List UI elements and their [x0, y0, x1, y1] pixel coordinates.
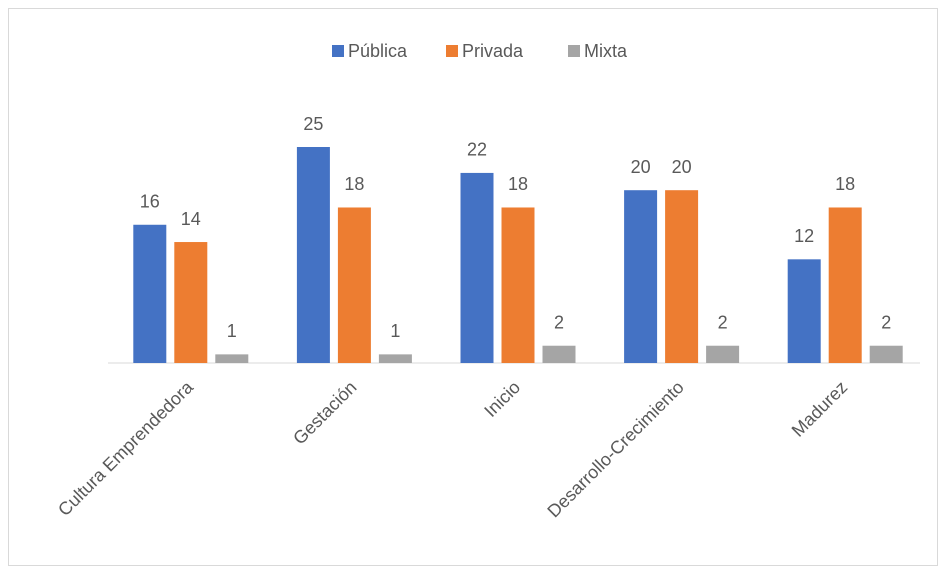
- data-label: 14: [181, 209, 201, 229]
- data-label: 22: [467, 140, 487, 160]
- data-label: 25: [303, 114, 323, 134]
- bar: [501, 207, 535, 363]
- data-label: 1: [227, 321, 237, 341]
- bar: [706, 345, 740, 363]
- legend-label: Pública: [348, 41, 408, 61]
- legend-swatch: [568, 45, 580, 57]
- data-label: 2: [554, 312, 564, 332]
- bar: [296, 147, 330, 363]
- legend-swatch: [332, 45, 344, 57]
- bar: [787, 259, 821, 363]
- data-label: 18: [835, 174, 855, 194]
- bar: [215, 354, 249, 363]
- bar: [828, 207, 862, 363]
- data-label: 18: [344, 174, 364, 194]
- legend-swatch: [446, 45, 458, 57]
- data-label: 20: [631, 157, 651, 177]
- legend-label: Privada: [462, 41, 524, 61]
- legend-label: Mixta: [584, 41, 628, 61]
- data-label: 1: [390, 321, 400, 341]
- bar: [665, 190, 699, 363]
- bar: [624, 190, 658, 363]
- data-label: 12: [794, 226, 814, 246]
- data-label: 18: [508, 174, 528, 194]
- bar: [133, 224, 167, 363]
- bar: [542, 345, 576, 363]
- data-label: 16: [140, 192, 160, 212]
- data-label: 20: [672, 157, 692, 177]
- bar: [460, 172, 494, 363]
- data-label: 2: [881, 312, 891, 332]
- bar: [174, 242, 208, 363]
- data-label: 2: [718, 312, 728, 332]
- bar: [378, 354, 412, 363]
- bar: [869, 345, 903, 363]
- bar: [337, 207, 371, 363]
